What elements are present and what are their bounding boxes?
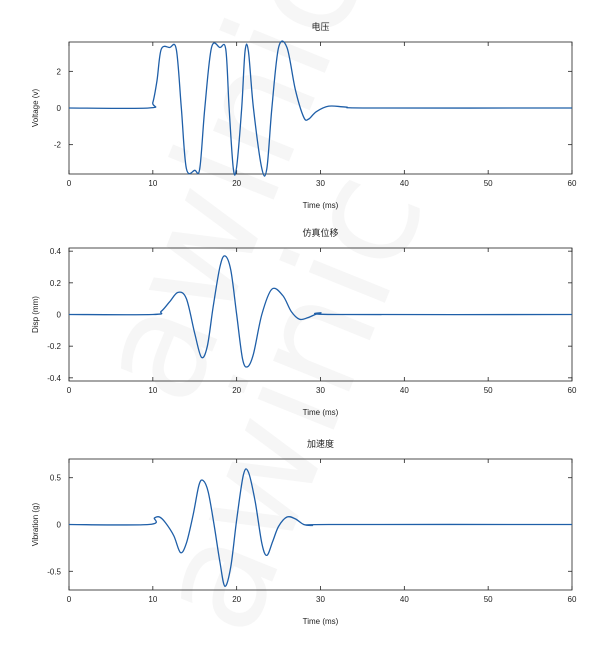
x-tick-label: 60 <box>568 595 577 604</box>
x-tick-label: 60 <box>568 179 577 188</box>
x-tick-label: 50 <box>484 179 493 188</box>
y-axis-label: Vibration (g) <box>31 502 40 546</box>
y-tick-label: 0.5 <box>50 474 62 483</box>
chart-title: 加速度 <box>307 438 334 449</box>
chart-title: 仿真位移 <box>302 227 338 238</box>
y-tick-label: 0 <box>57 521 62 530</box>
x-tick-label: 0 <box>67 595 72 604</box>
chart-3: 加速度 0 10 20 30 40 50 60 0.5 0 -0.5 Time (ms) Vibrati… <box>31 438 577 626</box>
chart-title: 电压 <box>311 21 329 32</box>
series-line <box>68 40 573 177</box>
y-tick-label: -2 <box>54 141 62 150</box>
x-tick-label: 20 <box>232 179 241 188</box>
x-tick-label: 50 <box>484 595 493 604</box>
y-tick-label: -0.2 <box>47 342 61 351</box>
x-tick-label: 10 <box>148 595 157 604</box>
x-axis-label: Time (ms) <box>303 201 339 210</box>
x-tick-label: 40 <box>400 179 409 188</box>
y-tick-label: 0 <box>57 104 62 113</box>
x-tick-label: 30 <box>316 179 325 188</box>
x-tick-label: 40 <box>400 595 409 604</box>
x-tick-label: 50 <box>484 386 493 395</box>
x-tick-label: 10 <box>148 386 157 395</box>
y-tick-label: 2 <box>57 67 62 76</box>
y-axis-label: Voltage (v) <box>31 89 40 128</box>
x-tick-label: 20 <box>232 386 241 395</box>
x-axis-label: Time (ms) <box>303 408 339 417</box>
x-tick-label: 40 <box>400 386 409 395</box>
series-line <box>68 255 573 368</box>
y-tick-label: -0.4 <box>47 374 61 383</box>
x-tick-label: 30 <box>316 386 325 395</box>
chart-2: 仿真位移 0 10 20 30 40 50 60 0.4 0.2 0 -0.2 -0.4 Time (ms… <box>31 227 577 417</box>
x-tick-label: 30 <box>316 595 325 604</box>
x-tick-label: 0 <box>67 179 72 188</box>
x-tick-label: 10 <box>148 179 157 188</box>
y-tick-label: 0 <box>57 311 62 320</box>
x-tick-label: 20 <box>232 595 241 604</box>
y-tick-label: -0.5 <box>47 567 61 576</box>
y-tick-label: 0.4 <box>50 247 62 256</box>
x-axis-label: Time (ms) <box>303 617 339 626</box>
x-tick-label: 60 <box>568 386 577 395</box>
series-line <box>68 468 573 587</box>
x-tick-label: 0 <box>67 386 72 395</box>
y-tick-label: 0.2 <box>50 279 62 288</box>
y-axis-label: Disp (mm) <box>31 296 40 333</box>
